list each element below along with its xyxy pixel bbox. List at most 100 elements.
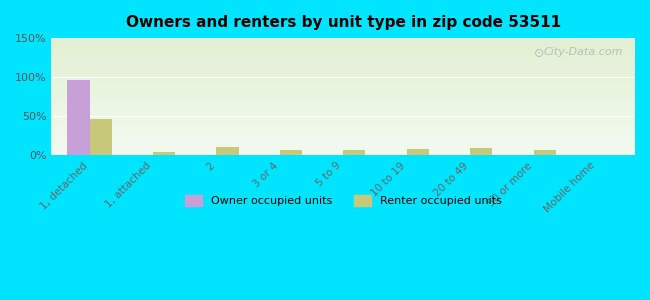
Text: ⊙: ⊙ — [534, 47, 545, 61]
Bar — [51, 79, 635, 80]
Bar — [51, 131, 635, 132]
Bar — [51, 140, 635, 141]
Bar — [51, 59, 635, 60]
Bar — [51, 68, 635, 69]
Bar — [51, 94, 635, 96]
Bar — [51, 45, 635, 46]
Bar — [51, 107, 635, 109]
Bar — [51, 103, 635, 104]
Bar — [51, 74, 635, 76]
Bar — [51, 152, 635, 153]
Bar — [51, 77, 635, 78]
Bar — [51, 147, 635, 148]
Bar — [51, 86, 635, 87]
Bar — [51, 38, 635, 39]
Bar — [51, 120, 635, 122]
Bar — [51, 63, 635, 64]
Bar — [51, 61, 635, 63]
Bar — [51, 46, 635, 47]
Bar — [51, 145, 635, 146]
Bar — [470, 148, 492, 155]
Bar — [51, 106, 635, 107]
Bar — [51, 73, 635, 74]
Bar — [51, 87, 635, 88]
Bar — [51, 69, 635, 70]
Bar — [51, 91, 635, 92]
Bar — [51, 101, 635, 103]
Bar — [51, 153, 635, 154]
Bar — [51, 130, 635, 131]
Bar — [51, 71, 635, 72]
Bar — [51, 66, 635, 68]
Bar — [51, 52, 635, 53]
Bar — [51, 111, 635, 112]
Bar — [51, 124, 635, 125]
Bar — [51, 100, 635, 101]
Bar — [51, 40, 635, 42]
Bar — [51, 88, 635, 90]
Bar — [51, 146, 635, 147]
Bar — [51, 148, 635, 150]
Bar — [343, 150, 365, 155]
Bar — [51, 70, 635, 71]
Bar — [51, 47, 635, 49]
Bar — [51, 43, 635, 44]
Bar — [51, 116, 635, 117]
Bar — [51, 139, 635, 140]
Bar — [51, 105, 635, 106]
Bar — [51, 50, 635, 51]
Bar — [51, 138, 635, 139]
Bar — [51, 90, 635, 91]
Bar — [51, 53, 635, 55]
Bar — [280, 150, 302, 155]
Bar — [51, 39, 635, 41]
Bar — [51, 117, 635, 118]
Bar — [153, 152, 175, 155]
Bar — [68, 80, 90, 155]
Bar — [51, 134, 635, 136]
Bar — [51, 85, 635, 86]
Bar — [51, 112, 635, 113]
Bar — [51, 119, 635, 120]
Bar — [51, 98, 635, 99]
Bar — [51, 92, 635, 93]
Bar — [51, 144, 635, 145]
Bar — [51, 104, 635, 105]
Text: City-Data.com: City-Data.com — [544, 47, 623, 58]
Bar — [51, 122, 635, 123]
Bar — [51, 58, 635, 59]
Bar — [51, 154, 635, 155]
Bar — [51, 142, 635, 144]
Bar — [51, 127, 635, 128]
Bar — [51, 57, 635, 58]
Bar — [51, 82, 635, 83]
Bar — [51, 128, 635, 130]
Bar — [216, 147, 239, 155]
Bar — [51, 141, 635, 142]
Bar — [51, 44, 635, 45]
Bar — [51, 96, 635, 97]
Bar — [51, 123, 635, 124]
Bar — [51, 72, 635, 73]
Bar — [51, 151, 635, 152]
Bar — [51, 126, 635, 127]
Bar — [51, 76, 635, 77]
Bar — [51, 137, 635, 138]
Bar — [51, 132, 635, 133]
Bar — [51, 93, 635, 94]
Bar — [51, 60, 635, 62]
Bar — [51, 83, 635, 84]
Bar — [51, 65, 635, 66]
Bar — [51, 150, 635, 151]
Bar — [51, 80, 635, 82]
Title: Owners and renters by unit type in zip code 53511: Owners and renters by unit type in zip c… — [125, 15, 561, 30]
Bar — [51, 49, 635, 50]
Bar — [534, 150, 556, 155]
Bar — [51, 97, 635, 98]
Bar — [51, 99, 635, 100]
Bar — [51, 114, 635, 116]
Bar — [51, 42, 635, 43]
Bar — [407, 149, 429, 155]
Bar — [51, 110, 635, 111]
Bar — [51, 55, 635, 56]
